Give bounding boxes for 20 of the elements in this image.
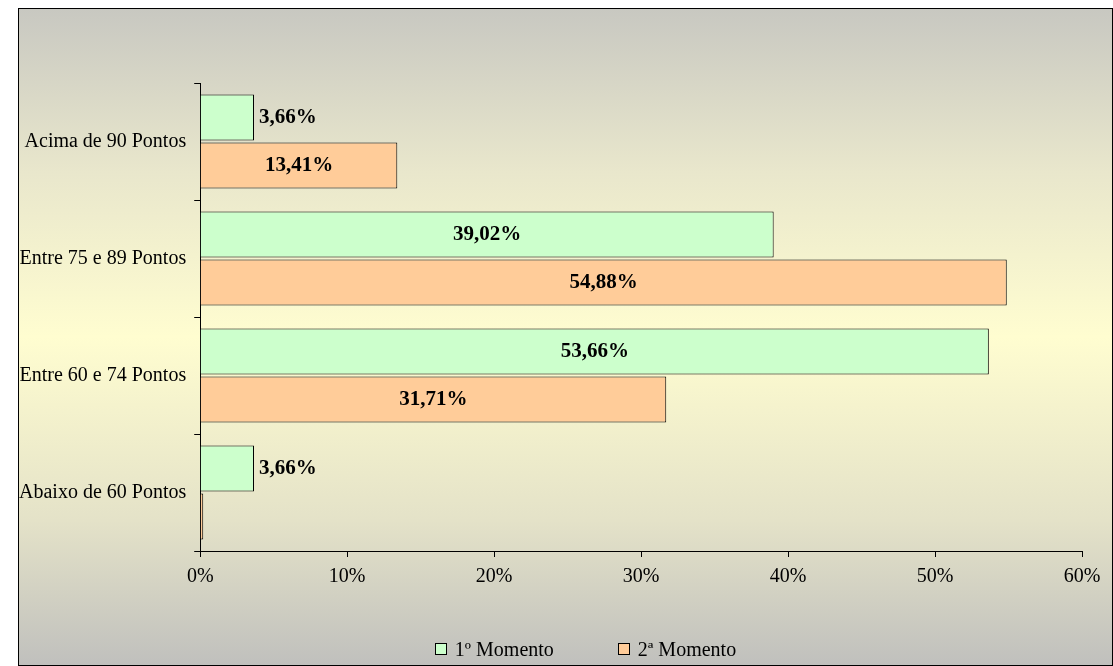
data-label: 53,66% xyxy=(560,337,629,362)
data-label: 3,66% xyxy=(259,103,317,128)
x-tick-label: 30% xyxy=(622,564,660,587)
x-tick-label: 10% xyxy=(328,564,366,587)
data-label: 39,02% xyxy=(453,220,522,245)
x-tick-label: 40% xyxy=(769,564,807,587)
text: 2ª Momento xyxy=(637,638,737,660)
data-label: 13,41% xyxy=(264,151,334,176)
legend-label: 1º Momento xyxy=(454,638,554,660)
data-label: 3,66% xyxy=(259,454,317,479)
y-tick-label: Entre 60 e 74 Pontos xyxy=(19,362,187,385)
x-tick-label: 0% xyxy=(186,564,214,587)
data-label: 31,71% xyxy=(399,385,468,410)
x-tick-label: 60% xyxy=(1063,564,1101,587)
data-label: 54,88% xyxy=(569,268,638,293)
y-tick-label: Entre 75 e 89 Pontos xyxy=(19,245,187,268)
y-tick-label: Abaixo de 60 Pontos xyxy=(19,479,187,502)
x-tick-label: 20% xyxy=(475,564,513,587)
x-tick-label: 50% xyxy=(916,564,954,587)
y-tick-label: Acima de 90 Pontos xyxy=(24,128,187,151)
